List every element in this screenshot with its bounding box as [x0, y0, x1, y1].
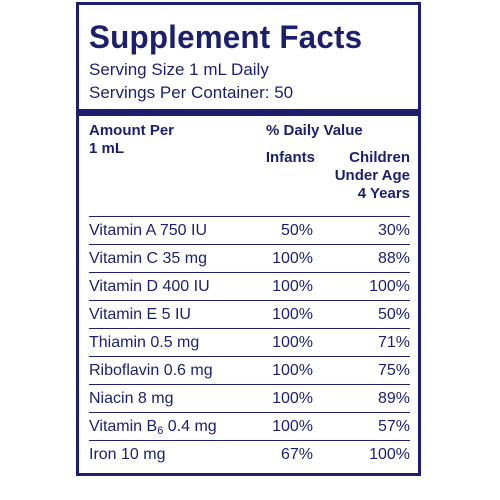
infants-value: 100%	[272, 390, 313, 407]
nutrient-name-suffix: 0.4 mg	[163, 418, 217, 435]
table-row: Vitamin B6 0.4 mg 100% 57%	[89, 412, 410, 440]
daily-value-label: % Daily Value	[266, 122, 363, 139]
table-row: Iron 10 mg 67% 100%	[89, 440, 410, 468]
nutrient-table: Vitamin A 750 IU 50% 30% Vitamin C 35 mg…	[89, 216, 410, 468]
table-row: Riboflavin 0.6 mg 100% 75%	[89, 356, 410, 384]
children-value: 75%	[377, 362, 410, 379]
infants-value: 100%	[272, 278, 313, 295]
infants-column-label: Infants	[265, 149, 315, 166]
thick-divider	[79, 109, 418, 116]
nutrient-name: Vitamin C 35 mg	[89, 250, 207, 267]
table-row: Vitamin E 5 IU 100% 50%	[89, 300, 410, 328]
infants-value: 100%	[272, 418, 313, 435]
children-value: 100%	[369, 446, 410, 463]
table-row: Vitamin D 400 IU 100% 100%	[89, 272, 410, 300]
nutrient-name: Vitamin B6 0.4 mg	[89, 413, 217, 445]
children-line1: Children	[349, 149, 410, 166]
nutrient-name: Riboflavin 0.6 mg	[89, 362, 213, 379]
children-value: 50%	[377, 306, 410, 323]
children-value: 100%	[369, 278, 410, 295]
infants-value: 100%	[272, 362, 313, 379]
amount-per-label: Amount Per 1 mL	[89, 122, 174, 158]
children-value: 88%	[377, 250, 410, 267]
nutrient-name: Vitamin E 5 IU	[89, 306, 191, 323]
children-value: 57%	[377, 418, 410, 435]
table-row: Vitamin C 35 mg 100% 88%	[89, 244, 410, 272]
nutrient-name: Thiamin 0.5 mg	[89, 334, 200, 351]
amount-per-line1: Amount Per	[89, 122, 175, 139]
infants-value: 50%	[280, 222, 313, 239]
nutrient-name: Iron 10 mg	[89, 446, 166, 463]
children-value: 89%	[377, 390, 410, 407]
serving-size: Serving Size 1 mL Daily	[89, 60, 269, 79]
amount-per-line2: 1 mL	[89, 140, 125, 157]
table-row: Vitamin A 750 IU 50% 30%	[89, 216, 410, 244]
children-value: 30%	[377, 222, 410, 239]
column-header: Amount Per 1 mL % Daily Value Infants Ch…	[89, 116, 410, 216]
table-row: Niacin 8 mg 100% 89%	[89, 384, 410, 412]
nutrient-name: Vitamin A 750 IU	[89, 222, 207, 239]
panel-title: Supplement Facts	[89, 19, 363, 55]
infants-value: 100%	[272, 250, 313, 267]
nutrient-name: Niacin 8 mg	[89, 390, 174, 407]
supplement-facts-panel: Supplement Facts Serving Size 1 mL Daily…	[76, 2, 421, 476]
table-row: Thiamin 0.5 mg 100% 71%	[89, 328, 410, 356]
children-line3: 4 Years	[357, 185, 410, 202]
nutrient-name-prefix: Vitamin B	[89, 418, 158, 435]
children-value: 71%	[377, 334, 410, 351]
children-column-label: Children Under Age 4 Years	[320, 149, 410, 203]
nutrient-name-subscript: 6	[157, 425, 164, 437]
infants-value: 100%	[272, 306, 313, 323]
nutrient-name: Vitamin D 400 IU	[89, 278, 210, 295]
servings-per-container: Servings Per Container: 50	[89, 83, 294, 102]
infants-value: 100%	[272, 334, 313, 351]
children-line2: Under Age	[334, 167, 410, 184]
infants-value: 67%	[280, 446, 313, 463]
